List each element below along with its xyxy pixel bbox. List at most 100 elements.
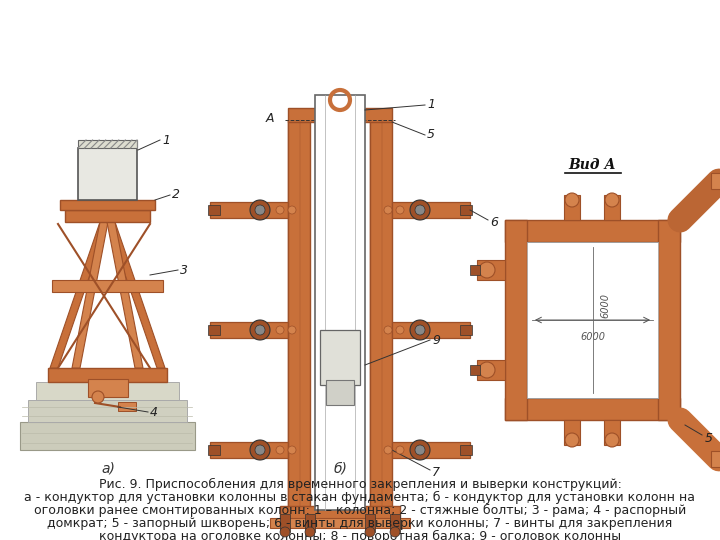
Polygon shape xyxy=(107,222,143,368)
Bar xyxy=(505,220,527,420)
Bar xyxy=(60,200,155,210)
Circle shape xyxy=(384,326,392,334)
Bar xyxy=(326,380,354,405)
Bar xyxy=(711,451,720,467)
Bar xyxy=(604,195,620,220)
Text: 3: 3 xyxy=(180,264,188,276)
Bar xyxy=(288,120,310,510)
Circle shape xyxy=(250,320,270,340)
Circle shape xyxy=(415,445,425,455)
Bar xyxy=(365,514,375,532)
Circle shape xyxy=(410,320,430,340)
Bar xyxy=(505,220,680,242)
Circle shape xyxy=(280,527,290,537)
Circle shape xyxy=(605,193,619,207)
Circle shape xyxy=(390,527,400,537)
Text: домкрат; 5 - запорный шкворень; 6 - винты для выверки колонны; 7 - винты для зак: домкрат; 5 - запорный шкворень; 6 - винт… xyxy=(48,517,672,530)
Bar xyxy=(208,445,220,455)
Text: 1: 1 xyxy=(427,98,435,111)
Circle shape xyxy=(410,200,430,220)
Bar xyxy=(564,420,580,445)
Text: кондуктора на оголовке колонны; 8 - поворотная балка; 9 - оголовок колонны: кондуктора на оголовке колонны; 8 - пово… xyxy=(99,530,621,540)
Bar xyxy=(210,322,288,338)
Circle shape xyxy=(565,433,579,447)
Circle shape xyxy=(250,440,270,460)
Circle shape xyxy=(565,193,579,207)
Bar xyxy=(88,379,128,397)
Text: а - кондуктор для установки колонны в стакан фундамента; б - кондуктор для устан: а - кондуктор для установки колонны в ст… xyxy=(24,491,696,504)
Bar xyxy=(208,205,220,215)
Circle shape xyxy=(479,262,495,278)
Circle shape xyxy=(255,325,265,335)
Circle shape xyxy=(410,440,430,460)
Bar xyxy=(210,442,288,458)
Text: 4: 4 xyxy=(150,406,158,419)
Text: б): б) xyxy=(333,461,347,475)
Bar xyxy=(280,506,400,524)
Text: А: А xyxy=(266,111,274,125)
Circle shape xyxy=(305,527,315,537)
Bar xyxy=(370,120,392,510)
Bar xyxy=(78,148,137,200)
Bar xyxy=(477,360,505,380)
Text: 7: 7 xyxy=(432,465,440,478)
Bar xyxy=(270,518,410,528)
Circle shape xyxy=(415,325,425,335)
Text: Рис. 9. Приспособления для временного закрепления и выверки конструкций:: Рис. 9. Приспособления для временного за… xyxy=(99,478,621,491)
Circle shape xyxy=(255,205,265,215)
Bar xyxy=(48,368,167,382)
Bar xyxy=(460,445,472,455)
Bar xyxy=(392,442,470,458)
Circle shape xyxy=(396,326,404,334)
Bar xyxy=(390,514,400,532)
Polygon shape xyxy=(50,222,108,368)
Bar xyxy=(392,322,470,338)
Bar xyxy=(328,100,352,108)
Circle shape xyxy=(288,326,296,334)
Circle shape xyxy=(276,326,284,334)
Bar xyxy=(36,382,179,400)
Bar xyxy=(28,400,187,422)
Polygon shape xyxy=(72,222,108,368)
Text: 5: 5 xyxy=(705,431,713,444)
Circle shape xyxy=(276,446,284,454)
Text: 9: 9 xyxy=(432,334,440,347)
Polygon shape xyxy=(107,222,165,368)
Bar xyxy=(604,420,620,445)
Bar xyxy=(320,330,360,385)
Bar xyxy=(477,260,505,280)
Bar xyxy=(658,220,680,420)
Circle shape xyxy=(384,446,392,454)
Bar xyxy=(288,108,392,122)
Text: а): а) xyxy=(101,461,115,475)
Text: оголовки ранее смонтированных колонн: 1 – колонна; 2 - стяжные болты; 3 - рама; : оголовки ранее смонтированных колонн: 1 … xyxy=(34,504,686,517)
Text: 6: 6 xyxy=(490,215,498,228)
Circle shape xyxy=(276,206,284,214)
Bar xyxy=(20,422,195,450)
Circle shape xyxy=(396,446,404,454)
Text: 5: 5 xyxy=(427,129,435,141)
Bar xyxy=(470,265,480,275)
Bar xyxy=(392,202,470,218)
Bar xyxy=(280,514,290,532)
Bar xyxy=(564,195,580,220)
Bar xyxy=(78,140,137,148)
Bar xyxy=(470,365,480,375)
Circle shape xyxy=(92,391,104,403)
Circle shape xyxy=(415,205,425,215)
Circle shape xyxy=(250,200,270,220)
Circle shape xyxy=(605,433,619,447)
Text: 1: 1 xyxy=(162,133,170,146)
Text: 6000: 6000 xyxy=(600,293,611,318)
Circle shape xyxy=(384,206,392,214)
Bar xyxy=(305,514,315,532)
Bar xyxy=(118,402,136,411)
Text: Вид А: Вид А xyxy=(569,158,616,172)
Bar xyxy=(65,210,150,222)
Bar xyxy=(505,398,680,420)
Bar xyxy=(315,95,365,510)
Circle shape xyxy=(288,206,296,214)
Bar xyxy=(208,325,220,335)
Bar xyxy=(52,280,163,292)
Bar xyxy=(527,242,658,398)
